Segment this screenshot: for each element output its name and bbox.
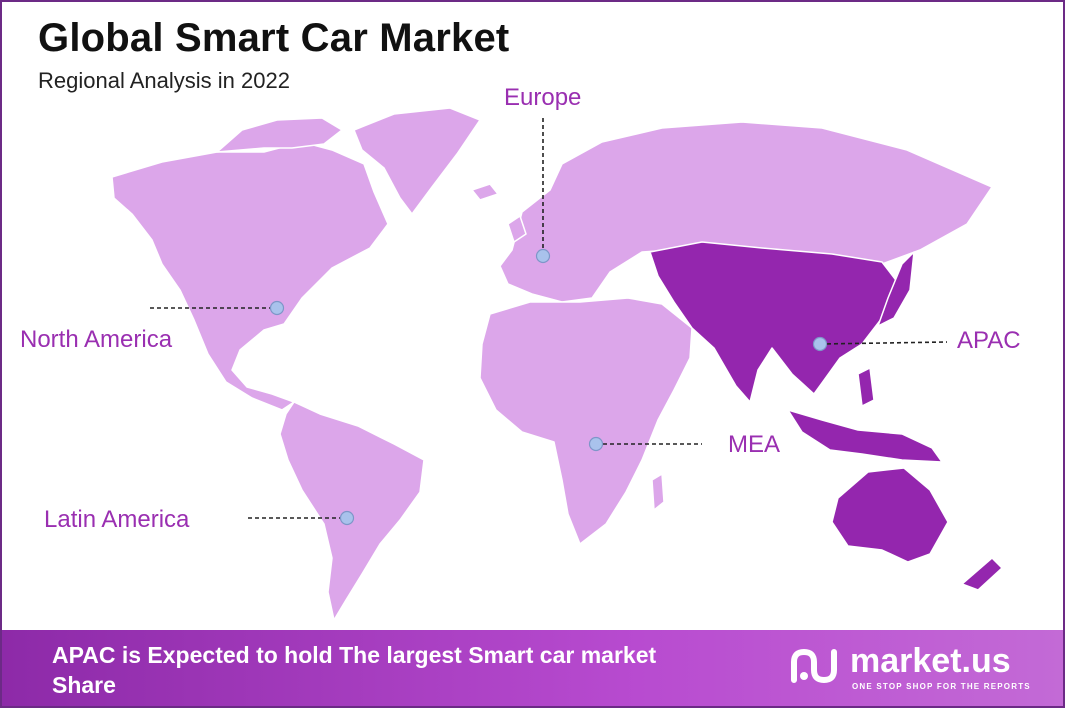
greenland-shape xyxy=(353,107,481,215)
region-shape-latin-america xyxy=(279,401,425,621)
region-label-latin-america: Latin America xyxy=(44,506,190,533)
brand-block: market.us ONE STOP SHOP FOR THE REPORTS xyxy=(788,642,1038,698)
region-marker-north-america xyxy=(269,300,285,316)
region-marker-latin-america xyxy=(339,510,355,526)
region-marker-apac xyxy=(812,336,828,352)
brand-name: market.us xyxy=(850,642,1011,680)
region-marker-europe xyxy=(535,248,551,264)
iceland-shape xyxy=(471,183,499,201)
region-label-europe: Europe xyxy=(504,84,582,111)
region-label-mea: MEA xyxy=(728,431,781,458)
leader-line-apac xyxy=(819,341,948,345)
new-zealand-shape xyxy=(961,557,1003,591)
world-map xyxy=(111,107,1003,621)
uk-shape xyxy=(507,215,527,243)
region-shape-north-america xyxy=(111,141,389,411)
region-label-apac: APAC xyxy=(957,327,1021,354)
footer-headline: APAC is Expected to hold The largest Sma… xyxy=(52,642,657,698)
brand-tagline: ONE STOP SHOP FOR THE REPORTS xyxy=(852,682,1031,691)
page-subtitle: Regional Analysis in 2022 xyxy=(38,68,290,93)
region-shape-mea xyxy=(479,297,693,545)
arctic-islands-shape xyxy=(216,117,343,153)
australia-shape xyxy=(831,467,949,563)
region-shape-apac xyxy=(649,241,903,403)
japan-shape xyxy=(877,251,915,327)
footer-banner: APAC is Expected to hold The largest Sma… xyxy=(2,630,1063,706)
region-shape-europe xyxy=(499,121,993,303)
market-us-logo-icon xyxy=(791,649,837,683)
madagascar-shape xyxy=(651,473,665,511)
page-title: Global Smart Car Market xyxy=(38,16,510,60)
philippines-shape xyxy=(857,367,875,407)
region-label-north-america: North America xyxy=(20,326,173,353)
southeast-asia-islands-shape xyxy=(787,409,943,463)
region-marker-mea xyxy=(588,436,604,452)
